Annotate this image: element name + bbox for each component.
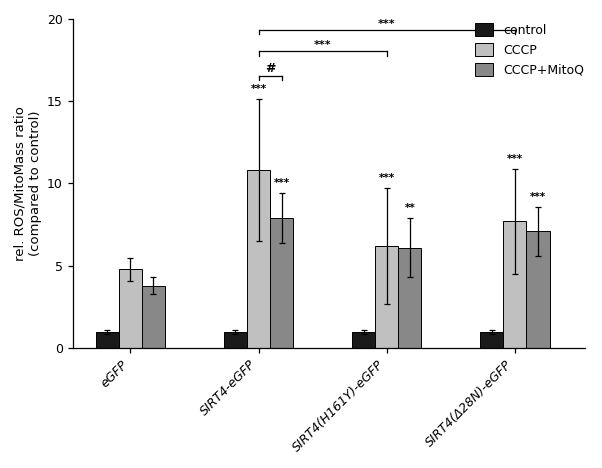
Bar [399,248,421,349]
Bar [480,332,503,349]
Legend: control, CCCP, CCCP+MitoQ: control, CCCP, CCCP+MitoQ [470,18,589,81]
Bar [375,246,399,349]
Bar [224,332,247,349]
Bar [503,221,527,349]
Text: ***: *** [314,40,332,50]
Bar [352,332,375,349]
Y-axis label: rel. ROS/MitoMass ratio
(compared to control): rel. ROS/MitoMass ratio (compared to con… [13,106,42,261]
Text: ***: *** [250,84,267,95]
Bar [119,269,142,349]
Text: ***: *** [273,178,290,189]
Bar [527,231,550,349]
Bar [247,170,270,349]
Text: **: ** [405,203,415,213]
Bar [96,332,119,349]
Text: ***: *** [507,154,523,164]
Bar [142,286,165,349]
Text: ***: *** [530,191,546,202]
Bar [270,218,293,349]
Text: #: # [265,62,275,75]
Text: ***: *** [378,19,396,29]
Text: ***: *** [379,174,395,183]
